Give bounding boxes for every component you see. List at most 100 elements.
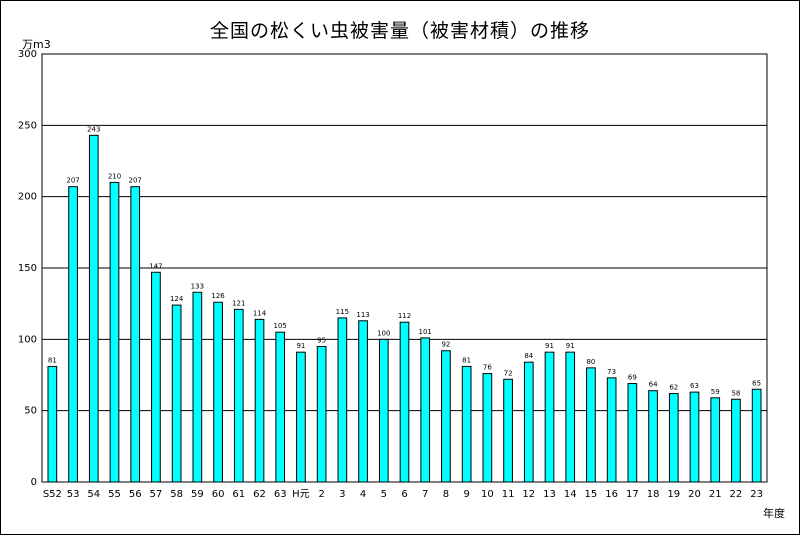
data-label: 80 xyxy=(586,358,595,366)
data-label: 112 xyxy=(398,312,411,320)
bar xyxy=(378,338,389,483)
plot-area-border xyxy=(41,53,768,483)
x-tick-label: 17 xyxy=(626,489,639,500)
data-label: 92 xyxy=(441,341,450,349)
data-label: 72 xyxy=(504,369,513,377)
x-tick-label: 54 xyxy=(87,489,100,500)
data-label: 207 xyxy=(66,177,79,185)
data-label: 65 xyxy=(752,379,761,387)
bar xyxy=(523,361,534,483)
bar xyxy=(109,181,120,483)
bar xyxy=(731,398,741,483)
x-tick-label: 62 xyxy=(253,489,266,500)
x-tick-label: 13 xyxy=(543,489,556,500)
y-tick-label: 100 xyxy=(18,334,37,345)
y-tick-label: 50 xyxy=(24,406,37,417)
data-label: 113 xyxy=(356,311,369,319)
bar xyxy=(627,383,638,483)
bar xyxy=(296,351,306,483)
x-tick-label: 12 xyxy=(522,489,535,500)
bar xyxy=(151,271,161,483)
bar xyxy=(441,350,451,483)
y-tick-label: 0 xyxy=(31,477,37,488)
bar xyxy=(648,390,658,483)
x-tick-label: 63 xyxy=(274,489,287,500)
bar xyxy=(88,134,99,483)
x-tick-label: 56 xyxy=(129,489,142,500)
y-tick-label: 250 xyxy=(18,120,37,131)
x-axis-label: 年度 xyxy=(763,507,785,520)
x-tick-label: 15 xyxy=(585,489,598,500)
x-tick-label: 18 xyxy=(647,489,660,500)
data-label: 105 xyxy=(274,322,287,330)
data-label: 121 xyxy=(232,299,245,307)
data-label: 114 xyxy=(253,309,267,317)
x-tick-label: S52 xyxy=(43,489,62,500)
y-tick-label: 150 xyxy=(18,263,37,274)
data-label: 126 xyxy=(211,292,225,300)
bar xyxy=(192,291,203,483)
data-label: 95 xyxy=(317,336,326,344)
x-tick-label: 8 xyxy=(443,489,449,500)
x-tick-label: 7 xyxy=(422,489,428,500)
x-tick-label: 5 xyxy=(381,489,387,500)
bar xyxy=(68,186,78,483)
chart-title: 全国の松くい虫被害量（被害材積）の推移 xyxy=(209,20,590,42)
data-label: 91 xyxy=(545,342,554,350)
x-tick-label: 22 xyxy=(730,489,743,500)
x-tick-label: 6 xyxy=(401,489,407,500)
bar xyxy=(213,301,223,483)
x-tick-label: 2 xyxy=(318,489,324,500)
x-tick-label: 14 xyxy=(564,489,577,500)
data-label: 243 xyxy=(87,125,100,133)
bar xyxy=(586,367,596,483)
data-label: 64 xyxy=(649,381,658,389)
data-label: 91 xyxy=(296,342,305,350)
x-tick-label: 59 xyxy=(191,489,204,500)
bar xyxy=(275,331,286,483)
bar xyxy=(171,304,182,483)
data-label: 207 xyxy=(129,177,142,185)
x-tick-label: 61 xyxy=(232,489,245,500)
x-tick-label: 21 xyxy=(709,489,722,500)
data-label: 91 xyxy=(566,342,575,350)
bar xyxy=(130,186,141,483)
data-label: 76 xyxy=(483,364,492,372)
data-label: 84 xyxy=(524,352,533,360)
data-label: 210 xyxy=(108,172,121,180)
bar xyxy=(751,388,762,483)
data-label: 124 xyxy=(170,295,184,303)
y-tick-label: 200 xyxy=(18,192,37,203)
data-label: 147 xyxy=(149,262,162,270)
bar xyxy=(233,308,244,483)
data-label: 101 xyxy=(419,328,432,336)
bar xyxy=(668,393,679,483)
x-tick-label: 23 xyxy=(750,489,763,500)
data-label: 100 xyxy=(377,329,390,337)
data-label: 81 xyxy=(462,356,471,364)
x-tick-label: 3 xyxy=(339,489,345,500)
data-label: 59 xyxy=(711,388,720,396)
x-tick-label: 60 xyxy=(212,489,225,500)
data-labels: 81 207 243 210 207 147 124 133 126 121 114 105 91 95 1… xyxy=(48,125,761,397)
data-label: 58 xyxy=(731,389,740,397)
y-axis-unit-label: 万m3 xyxy=(22,38,51,51)
bars xyxy=(47,134,762,483)
x-tick-label: 4 xyxy=(360,489,366,500)
x-tick-label: 58 xyxy=(170,489,183,500)
x-tick-label: 10 xyxy=(481,489,494,500)
bar xyxy=(316,345,327,483)
data-label: 115 xyxy=(336,308,349,316)
bar xyxy=(337,317,348,483)
data-label: 69 xyxy=(628,374,637,382)
bar xyxy=(565,351,576,483)
bar xyxy=(482,373,493,483)
bar xyxy=(420,337,431,483)
x-tick-label: 53 xyxy=(67,489,80,500)
data-label: 73 xyxy=(607,368,616,376)
y-tick-label: 300 xyxy=(18,49,37,60)
bar xyxy=(544,351,555,483)
data-label: 81 xyxy=(48,356,57,364)
bar xyxy=(254,318,265,483)
